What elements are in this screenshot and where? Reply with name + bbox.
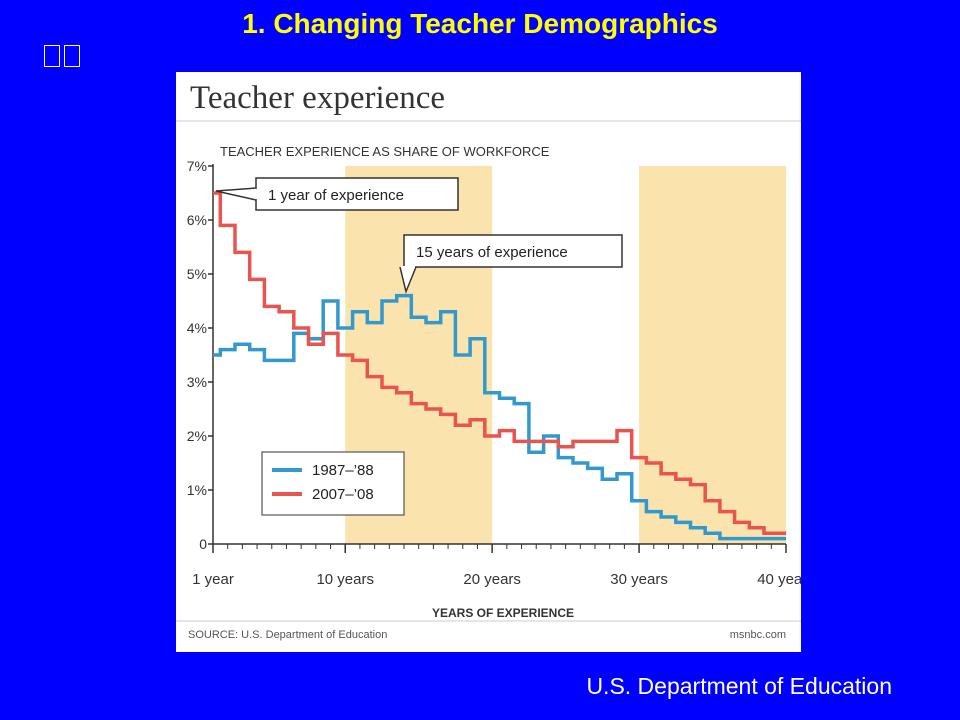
legend-label: 2007–’08: [312, 486, 374, 503]
annotation-label: 1 year of experience: [268, 187, 404, 204]
x-axis-title: YEARS OF EXPERIENCE: [432, 606, 574, 620]
y-tick-label: 6%: [187, 212, 207, 228]
chart-credit: msnbc.com: [730, 629, 786, 641]
y-tick-label: 0: [199, 536, 207, 552]
x-tick-label: 30 years: [610, 571, 668, 588]
y-tick-label: 4%: [187, 320, 207, 336]
x-tick-label: 20 years: [463, 571, 521, 588]
y-tick-label: 1%: [187, 482, 207, 498]
y-tick-label: 7%: [187, 158, 207, 174]
source-caption: U.S. Department of Education: [586, 673, 892, 699]
annotation-label: 15 years of experience: [416, 244, 568, 261]
legend-box: [261, 451, 405, 516]
chart-title: Teacher experience: [190, 80, 445, 116]
y-tick-label: 3%: [187, 374, 207, 390]
slide-title: 1. Changing Teacher Demographics: [242, 8, 718, 39]
x-tick-label: 10 years: [316, 571, 374, 588]
callout-pointer: [399, 266, 417, 295]
y-tick-label: 5%: [187, 266, 207, 282]
chart-source: SOURCE: U.S. Department of Education: [188, 629, 387, 641]
legend-label: 1987–’88: [312, 462, 374, 479]
y-tick-label: 2%: [187, 428, 207, 444]
series-line-2: [213, 191, 786, 535]
x-tick-label: 40 years: [757, 571, 801, 588]
missing-glyph-icon: [64, 45, 80, 67]
x-tick-label: 1 year: [192, 571, 234, 588]
chart-subtitle: TEACHER EXPERIENCE AS SHARE OF WORKFORCE: [220, 144, 550, 159]
callout-pointer: [215, 187, 257, 201]
chart-svg: 0 1% 2% 3% 4% 5% 6% 7% 1 year 10 years 20 years 30 …: [176, 80, 801, 641]
chart-figure: 0 1% 2% 3% 4% 5% 6% 7% 1 year 10 years 20 years 30 …: [176, 72, 801, 652]
missing-glyph-icon: [44, 45, 60, 67]
shaded-band: [639, 166, 786, 544]
missing-glyph-icons: [44, 45, 80, 67]
callout-box: [403, 234, 623, 268]
